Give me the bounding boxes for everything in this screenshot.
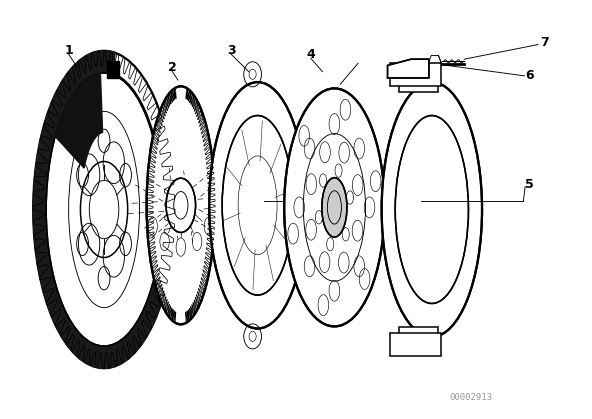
Polygon shape <box>108 231 174 368</box>
Ellipse shape <box>395 116 468 303</box>
Polygon shape <box>107 61 119 78</box>
Polygon shape <box>55 73 102 168</box>
FancyBboxPatch shape <box>391 63 440 86</box>
Ellipse shape <box>209 82 306 328</box>
Ellipse shape <box>284 88 385 326</box>
Text: 2: 2 <box>168 61 176 74</box>
Ellipse shape <box>382 82 482 337</box>
Ellipse shape <box>46 73 162 346</box>
Text: 1: 1 <box>65 44 73 57</box>
FancyBboxPatch shape <box>391 333 440 356</box>
Text: 5: 5 <box>525 178 533 191</box>
Text: 6: 6 <box>525 70 533 83</box>
Polygon shape <box>388 59 429 78</box>
Polygon shape <box>33 51 115 368</box>
Text: 4: 4 <box>307 49 315 62</box>
Ellipse shape <box>322 178 347 237</box>
Ellipse shape <box>166 178 195 233</box>
FancyBboxPatch shape <box>400 328 437 350</box>
Text: 3: 3 <box>227 44 236 57</box>
Text: 00002913: 00002913 <box>449 393 493 401</box>
Ellipse shape <box>222 116 293 295</box>
FancyBboxPatch shape <box>400 69 437 91</box>
Text: 7: 7 <box>540 36 548 49</box>
Ellipse shape <box>147 86 215 324</box>
